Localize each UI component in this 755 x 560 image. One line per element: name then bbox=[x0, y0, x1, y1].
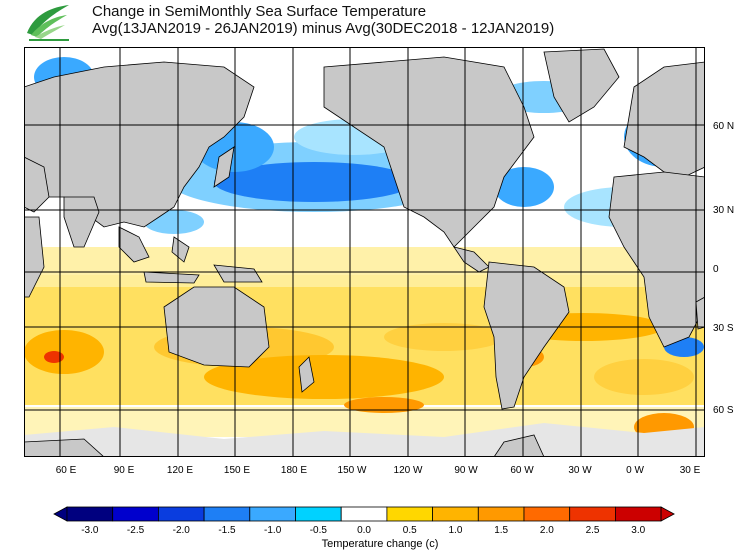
colorbar: -3.0 -2.5 -2.0 -1.5 -1.0 -0.5 0.0 0.5 1.0 1.5 2.0 2… bbox=[53, 506, 675, 536]
colorbar-arrow-low bbox=[53, 506, 68, 522]
colorbar-swatch bbox=[386, 506, 433, 522]
latitude-labels: 60 N 30 N 0 30 S 60 S bbox=[713, 121, 734, 416]
lon-label: 30 W bbox=[568, 465, 592, 476]
colorbar-tick-label: 1.0 bbox=[448, 525, 462, 536]
colorbar-tick-label: -1.5 bbox=[218, 525, 236, 536]
colorbar-swatch bbox=[477, 506, 525, 522]
lat-label: 30 S bbox=[713, 323, 734, 334]
colorbar-swatch bbox=[523, 506, 571, 522]
lat-label: 60 N bbox=[713, 121, 734, 132]
colorbar-swatch bbox=[340, 506, 388, 522]
sst-map bbox=[24, 47, 705, 457]
colorbar-tick-label: 2.0 bbox=[540, 525, 554, 536]
colorbar-tick-label: -0.5 bbox=[310, 525, 328, 536]
colorbar-swatch bbox=[249, 506, 296, 522]
colorbar-label: Temperature change (c) bbox=[322, 538, 439, 550]
lon-label: 30 E bbox=[680, 465, 701, 476]
colorbar-swatch bbox=[157, 506, 205, 522]
lat-label: 60 S bbox=[713, 405, 734, 416]
colorbar-tick-label: 0.5 bbox=[403, 525, 417, 536]
colorbar-tick-label: -2.0 bbox=[173, 525, 191, 536]
landmass-south-america bbox=[483, 261, 570, 410]
lat-label: 30 N bbox=[713, 205, 734, 216]
colorbar-swatch bbox=[203, 506, 251, 522]
colorbar-swatch bbox=[295, 506, 342, 522]
chart-title: Change in SemiMonthly Sea Surface Temper… bbox=[92, 3, 427, 20]
longitude-labels: 60 E 90 E 120 E 150 E 180 E 150 W 120 W … bbox=[56, 465, 701, 476]
lon-label: 120 E bbox=[167, 465, 193, 476]
landmass-africa bbox=[608, 171, 705, 348]
colorbar-swatch bbox=[112, 506, 159, 522]
colorbar-arrow-high bbox=[660, 506, 675, 522]
lat-label: 0 bbox=[713, 264, 719, 275]
colorbar-tick-label: 3.0 bbox=[631, 525, 645, 536]
agency-logo bbox=[27, 5, 69, 41]
lon-label: 0 W bbox=[626, 465, 644, 476]
lon-label: 90 W bbox=[454, 465, 478, 476]
colorbar-tick-label: 1.5 bbox=[494, 525, 508, 536]
colorbar-swatch bbox=[66, 506, 114, 522]
colorbar-tick-label: 0.0 bbox=[357, 525, 371, 536]
landmass-north-america bbox=[323, 56, 535, 248]
colorbar-tick-label: -2.5 bbox=[127, 525, 145, 536]
colorbar-swatch bbox=[432, 506, 479, 522]
lon-label: 60 E bbox=[56, 465, 77, 476]
chart-subtitle: Avg(13JAN2019 - 26JAN2019) minus Avg(30D… bbox=[92, 20, 555, 37]
lon-label: 90 E bbox=[114, 465, 135, 476]
colorbar-tick-label: -1.0 bbox=[264, 525, 282, 536]
colorbar-tick-label: 2.5 bbox=[586, 525, 600, 536]
colorbar-swatch bbox=[615, 506, 662, 522]
colorbar-swatch bbox=[569, 506, 616, 522]
lon-label: 150 W bbox=[338, 465, 367, 476]
title-block: Change in SemiMonthly Sea Surface Temper… bbox=[92, 3, 554, 37]
lon-label: 60 W bbox=[510, 465, 534, 476]
lon-label: 120 W bbox=[394, 465, 423, 476]
landmass-indonesia bbox=[118, 226, 150, 263]
colorbar-tick-label: -3.0 bbox=[81, 525, 99, 536]
lon-label: 180 E bbox=[281, 465, 307, 476]
lon-label: 150 E bbox=[224, 465, 250, 476]
lat-lon-grid bbox=[24, 47, 705, 457]
landmass-japan bbox=[213, 146, 235, 188]
